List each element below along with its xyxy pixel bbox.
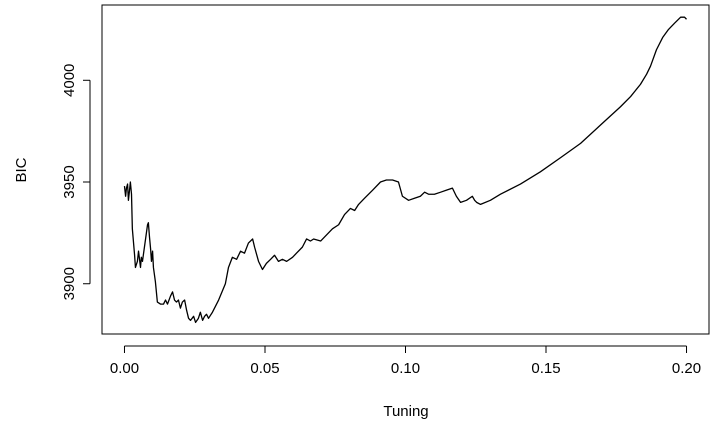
y-tick-label: 3900 xyxy=(61,267,78,300)
x-tick-label: 0.20 xyxy=(672,360,701,377)
x-tick-label: 0.15 xyxy=(531,360,560,377)
x-tick-label: 0.00 xyxy=(110,360,139,377)
y-tick-label: 4000 xyxy=(61,64,78,97)
data-line xyxy=(123,16,687,324)
plot-box xyxy=(101,4,710,335)
x-tick-label: 0.10 xyxy=(391,360,420,377)
y-tick-label: 3950 xyxy=(61,165,78,198)
x-tick-label: 0.05 xyxy=(250,360,279,377)
x-axis-label: Tuning xyxy=(383,403,428,420)
y-axis-label: BIC xyxy=(13,157,30,182)
